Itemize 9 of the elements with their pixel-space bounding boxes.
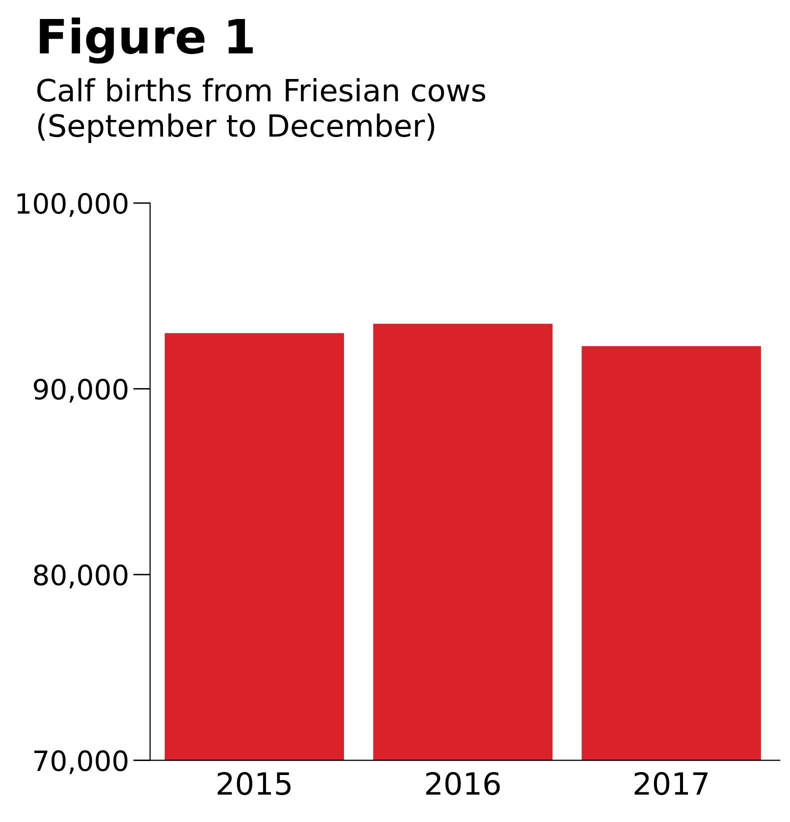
y-tick-label: 70,000: [34, 750, 128, 774]
x-tick-label: 2016: [426, 772, 500, 796]
y-tick-label: 90,000: [34, 378, 128, 403]
y-tick-label: 100,000: [17, 192, 128, 217]
x-tick-label: 2017: [634, 772, 708, 796]
x-tick-label: 2015: [218, 772, 291, 796]
chart-subtitle: Calf births from Friesian cows (September to December): [37, 78, 486, 144]
chart-title: Figure 1: [40, 18, 253, 64]
y-tick-label: 80,000: [34, 564, 128, 588]
